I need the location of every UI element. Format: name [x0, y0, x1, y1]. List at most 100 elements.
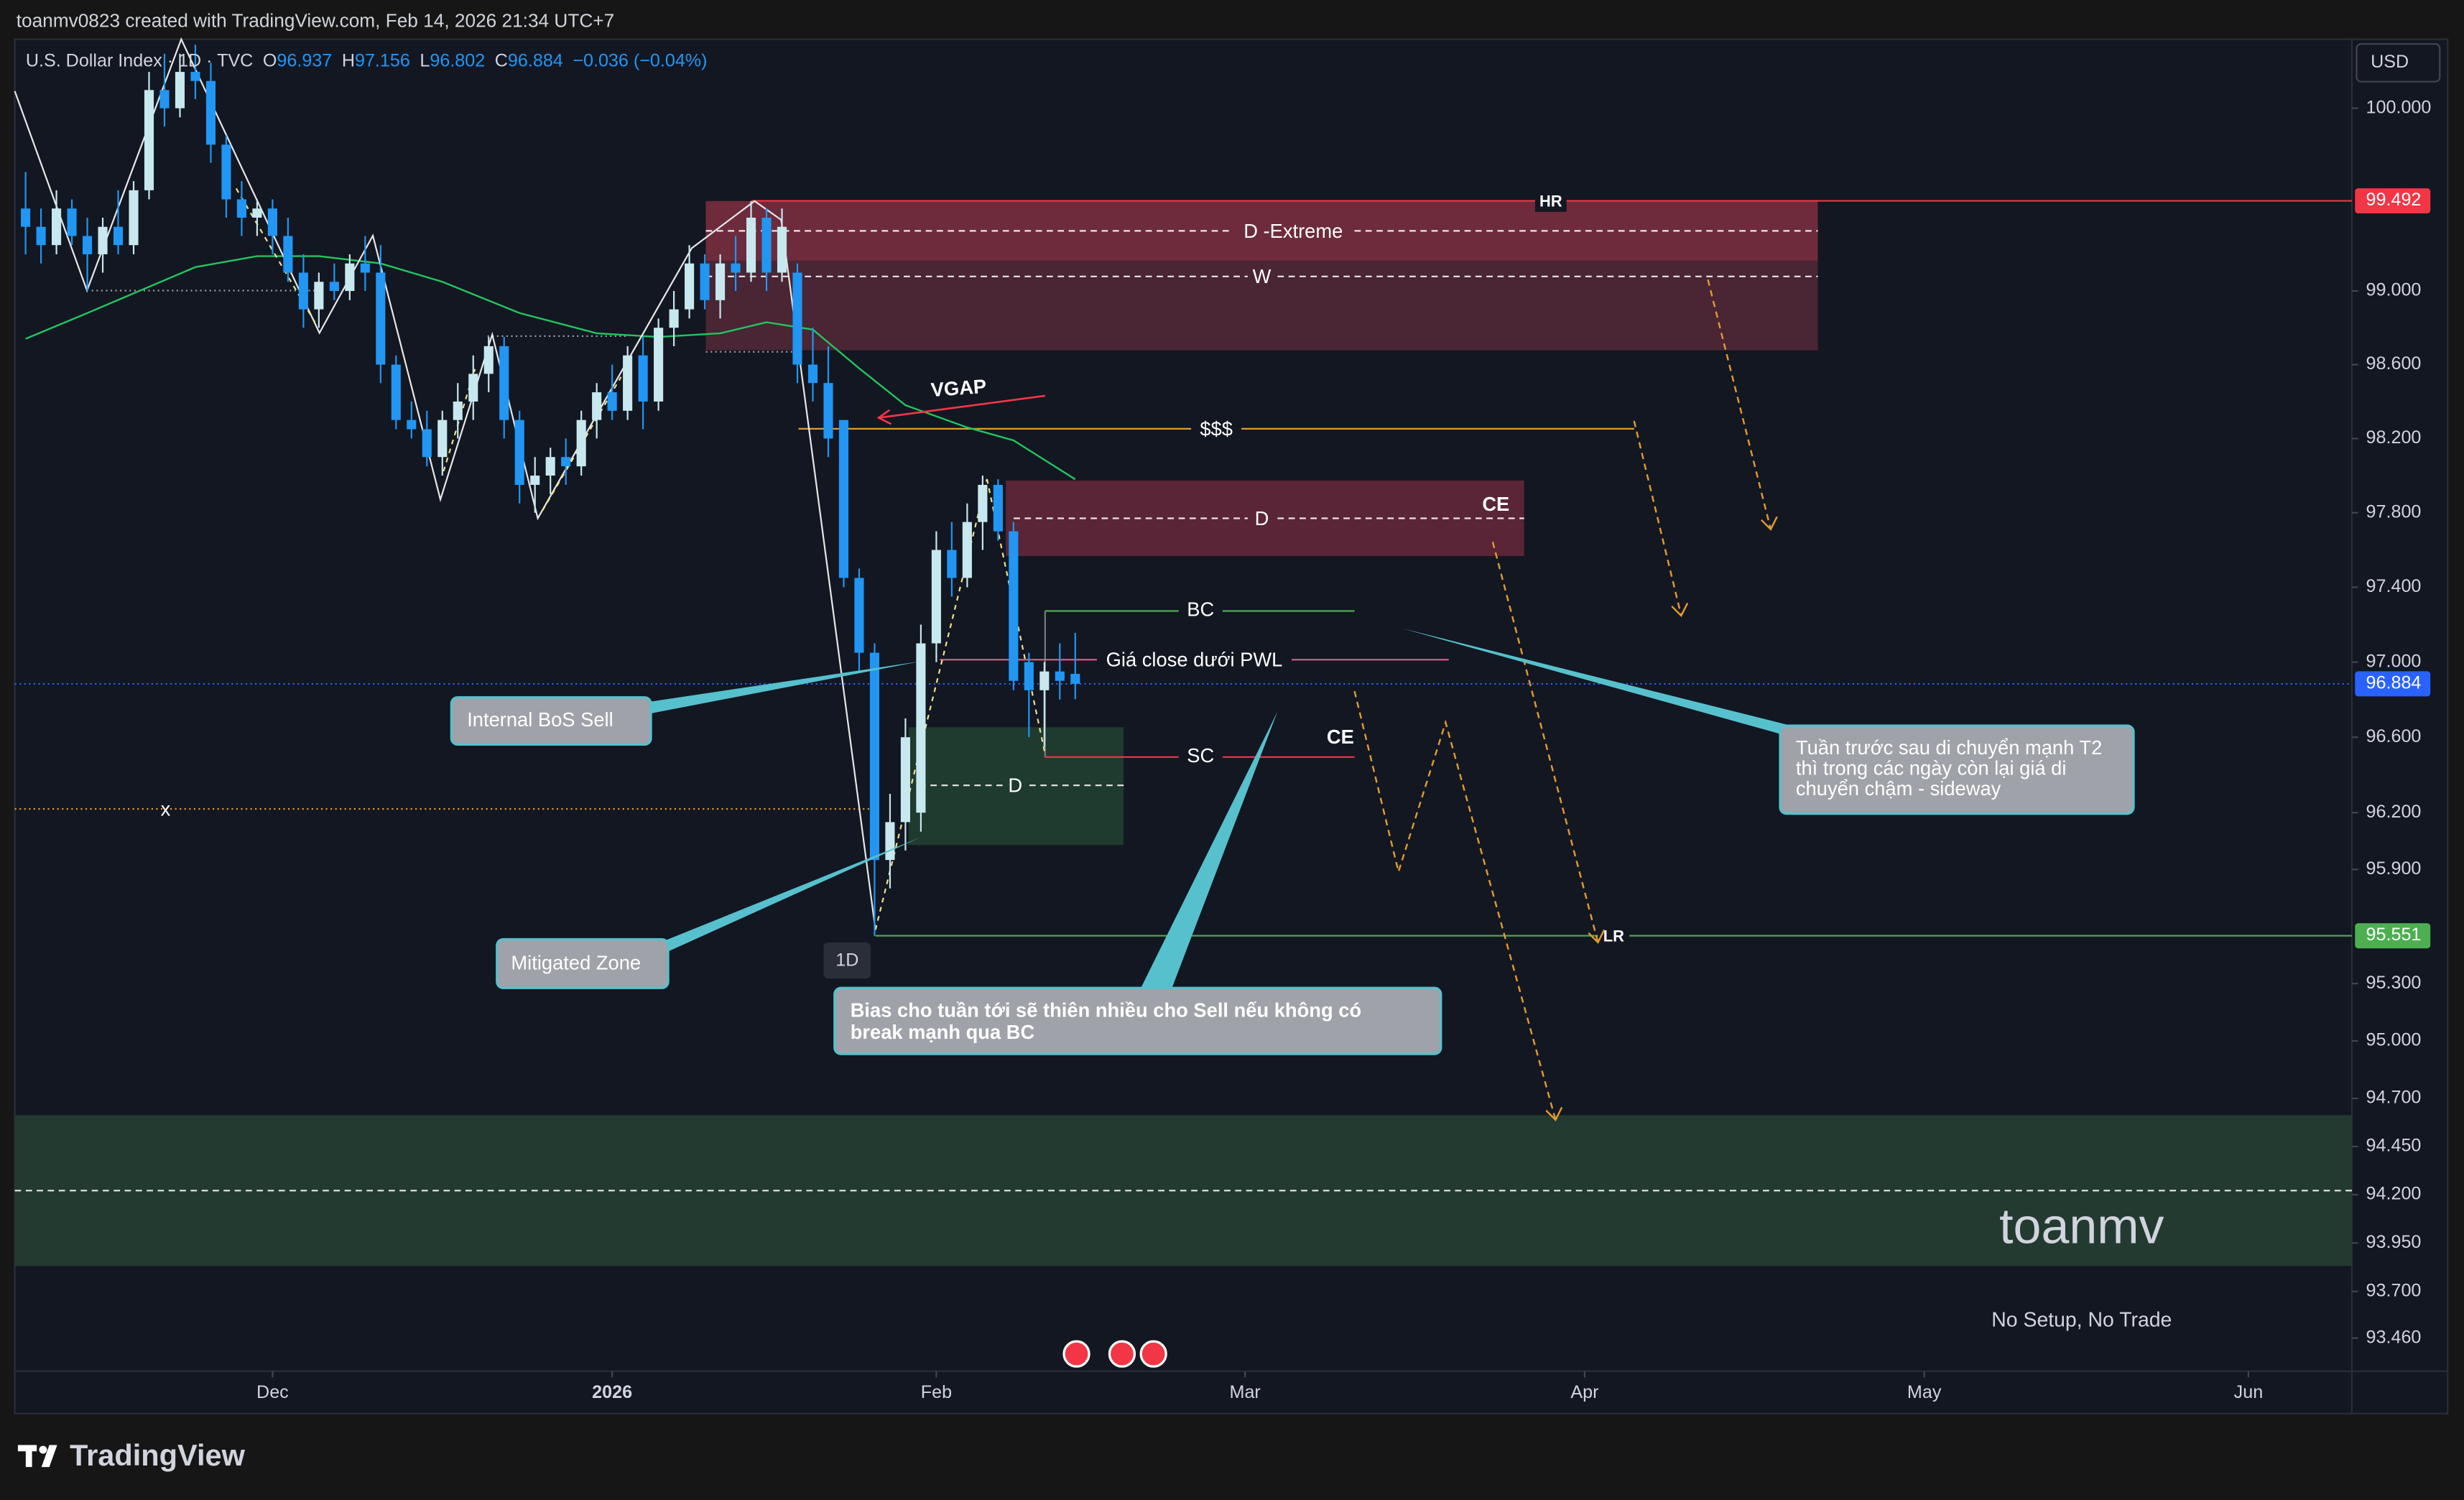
moving-average	[25, 255, 1076, 481]
event-icon[interactable]	[1139, 1340, 1167, 1368]
symbol-header: U.S. Dollar Index · 1D · TVC O96.937 H97…	[26, 50, 708, 70]
candle-body	[838, 420, 849, 578]
zones	[14, 200, 2352, 1267]
candle-body	[221, 144, 231, 200]
callout-text: thì trong các ngày còn lại giá di	[1796, 757, 2067, 779]
minor-swing	[235, 188, 316, 323]
ce-lower-label: CE	[1327, 726, 1354, 748]
label-bg	[1178, 598, 1223, 624]
candle-body	[545, 457, 555, 476]
ohlc-key: L	[420, 50, 430, 70]
projection	[1491, 541, 1599, 943]
candle-body	[252, 208, 262, 218]
y-tick-label: 96.600	[2366, 726, 2422, 746]
candle-body	[113, 226, 124, 246]
candle-body	[159, 90, 170, 108]
projection	[1707, 279, 1772, 530]
vgap-label: VGAP	[930, 375, 987, 401]
candle-body	[561, 457, 571, 467]
currency: USD	[2371, 52, 2409, 72]
event-icons	[1062, 1340, 1167, 1368]
callout-pointer	[652, 837, 922, 955]
candle-body	[993, 484, 1003, 532]
price-label-bg	[2355, 923, 2431, 949]
projections	[876, 279, 1778, 1121]
candle-body	[345, 263, 355, 292]
callout-pointer	[636, 661, 922, 715]
currency-button[interactable]	[2356, 43, 2441, 83]
candle-body	[607, 392, 617, 411]
y-tick-label: 95.300	[2366, 973, 2422, 993]
event-icon[interactable]	[1108, 1340, 1136, 1368]
callout-text: break mạnh qua BC	[851, 1021, 1035, 1043]
candle-body	[499, 346, 509, 420]
candle-body	[329, 282, 339, 292]
candle-body	[236, 199, 246, 218]
x-tick-label: Mar	[1230, 1382, 1261, 1402]
logo-part	[39, 1445, 47, 1454]
candle-body	[715, 263, 726, 300]
brand-logo	[17, 1445, 57, 1468]
ohlc-value: 97.156	[355, 50, 410, 70]
logo-part	[41, 1445, 57, 1468]
event-icon[interactable]	[1062, 1340, 1090, 1368]
y-tick-label: 94.200	[2366, 1184, 2422, 1204]
candle-body	[483, 346, 494, 374]
ohlc-key: O	[263, 50, 277, 70]
level-label-bg	[1534, 190, 1567, 212]
candle-body	[21, 208, 31, 227]
y-tick-label: 93.700	[2366, 1280, 2422, 1300]
candle-body	[978, 484, 988, 522]
y-tick-label: 97.800	[2366, 501, 2422, 522]
candle-body	[144, 90, 154, 190]
candle-body	[900, 737, 910, 823]
callout-pointer	[1139, 711, 1278, 991]
candle-body	[761, 217, 772, 273]
callout-text: Mitigated Zone	[511, 952, 641, 974]
ohlc-value: 96.802	[430, 50, 485, 70]
label-bg	[1002, 774, 1028, 798]
candle-body	[576, 420, 586, 467]
candle-body	[654, 328, 664, 402]
candle-body	[422, 429, 432, 458]
y-tick-label: 94.450	[2366, 1136, 2422, 1156]
label-bg	[1178, 744, 1223, 770]
candle-body	[36, 226, 46, 246]
arrowhead	[876, 409, 892, 425]
callout	[496, 937, 670, 989]
y-tick-label: 96.200	[2366, 802, 2422, 822]
candle-body	[391, 364, 401, 420]
callout-text: Tuần trước sau di chuyển mạnh T2	[1796, 736, 2102, 759]
callout-text: Bias cho tuần tới sẽ thiên nhiều cho Sel…	[851, 999, 1361, 1021]
level-label: HR	[1539, 193, 1562, 210]
candle-body	[854, 578, 864, 653]
d-lower-label: D	[1008, 774, 1022, 797]
bc-label: BC	[1187, 598, 1214, 621]
candle-body	[731, 263, 741, 273]
y-tick-label: 93.460	[2366, 1327, 2422, 1347]
candle-body	[1070, 674, 1080, 684]
ohlc-key: H	[342, 50, 355, 70]
candle-body	[669, 309, 679, 328]
price-label-bg	[2355, 671, 2431, 697]
candle-body	[314, 282, 324, 310]
watermark: toanmv	[1999, 1198, 2164, 1254]
candle-body	[82, 236, 93, 254]
candle-body	[376, 272, 386, 365]
projection	[1633, 420, 1682, 616]
candle-body	[885, 822, 895, 861]
axes: 100.000 99.000 98.600 98.200 97.800 97.400 97.…	[256, 97, 2431, 1402]
candle-body	[1055, 671, 1065, 681]
d-upper-label: D	[1255, 507, 1269, 529]
callout	[450, 696, 652, 746]
pwl-label: Giá close dưới PWL	[1106, 649, 1283, 671]
ce-upper-label: CE	[1482, 493, 1509, 515]
x-mark: x	[161, 797, 171, 820]
candle-body	[530, 476, 540, 485]
candle-body	[129, 190, 139, 246]
interval-badge	[823, 942, 871, 979]
price-label-bg	[2355, 188, 2431, 214]
ohlc-value: 96.937	[277, 50, 332, 70]
arrowhead	[1671, 603, 1689, 618]
